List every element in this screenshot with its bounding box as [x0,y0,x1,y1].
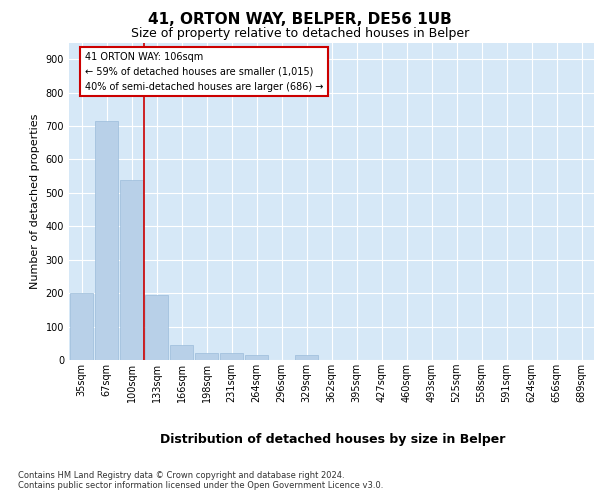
Bar [220,354,243,360]
Text: 41 ORTON WAY: 106sqm
← 59% of detached houses are smaller (1,015)
40% of semi-de: 41 ORTON WAY: 106sqm ← 59% of detached h… [85,52,323,92]
Bar [95,121,118,360]
Bar [70,293,93,360]
Text: Distribution of detached houses by size in Belper: Distribution of detached houses by size … [160,432,506,446]
Bar [145,295,168,360]
Bar [170,345,193,360]
Bar [195,354,218,360]
Bar [295,355,318,360]
Text: Size of property relative to detached houses in Belper: Size of property relative to detached ho… [131,28,469,40]
Bar [245,355,268,360]
Text: 41, ORTON WAY, BELPER, DE56 1UB: 41, ORTON WAY, BELPER, DE56 1UB [148,12,452,28]
Bar [120,180,143,360]
Y-axis label: Number of detached properties: Number of detached properties [30,114,40,289]
Text: Contains HM Land Registry data © Crown copyright and database right 2024.
Contai: Contains HM Land Registry data © Crown c… [18,470,383,490]
